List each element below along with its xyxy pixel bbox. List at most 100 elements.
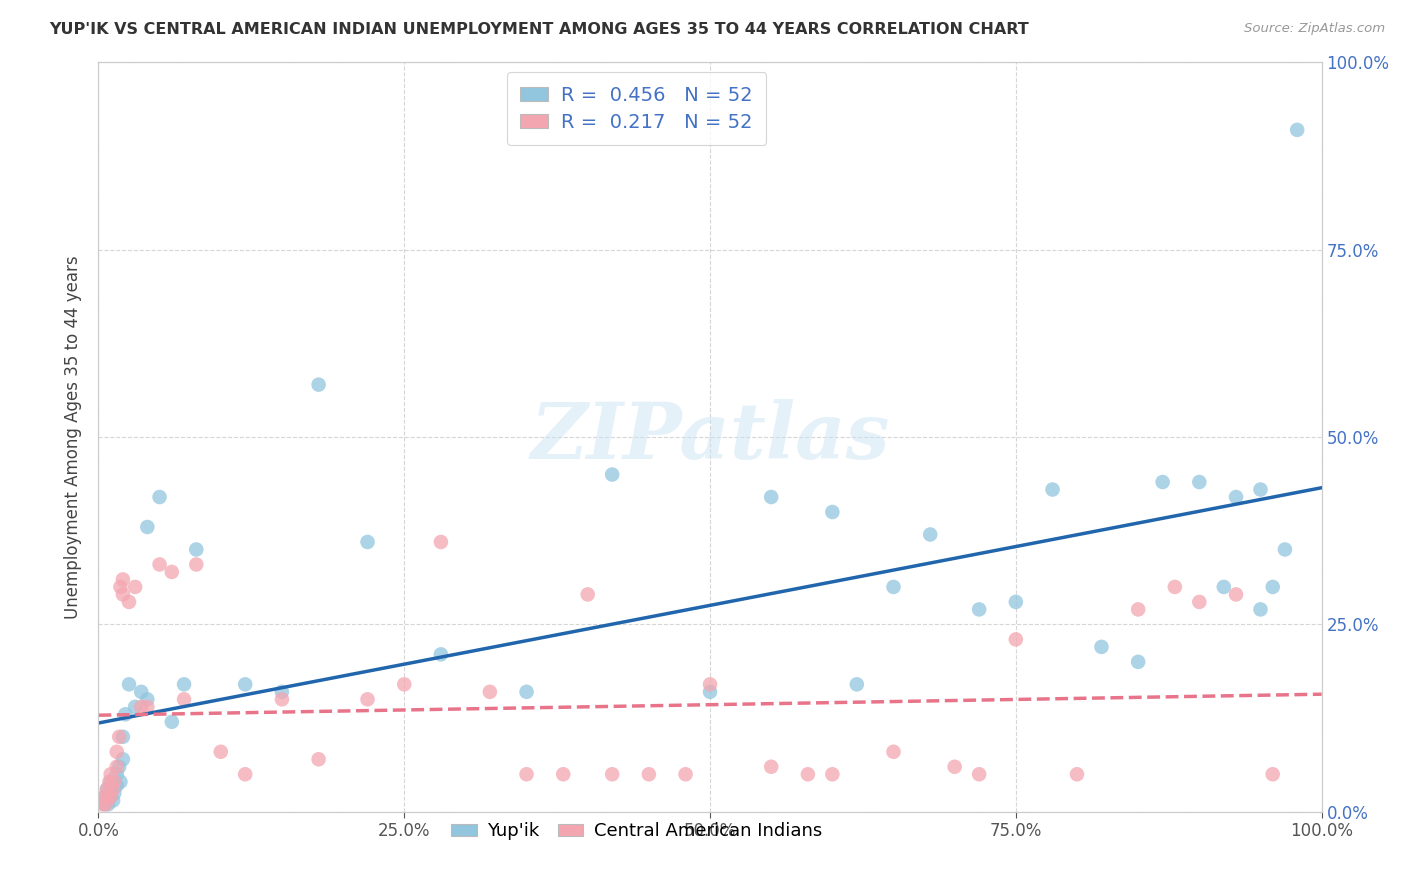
Point — [160, 565, 183, 579]
Point — [637, 767, 661, 781]
Point — [105, 745, 128, 759]
Point — [101, 782, 124, 797]
Point — [1261, 580, 1284, 594]
Legend: Yup'ik, Central American Indians: Yup'ik, Central American Indians — [444, 815, 830, 847]
Point — [149, 490, 172, 504]
Point — [967, 602, 990, 616]
Point — [124, 699, 146, 714]
Point — [308, 752, 330, 766]
Point — [1212, 580, 1234, 594]
Point — [1225, 587, 1247, 601]
Point — [797, 767, 820, 781]
Point — [515, 685, 537, 699]
Point — [1090, 640, 1112, 654]
Point — [1188, 595, 1211, 609]
Point — [97, 789, 120, 804]
Point — [761, 760, 783, 774]
Point — [173, 677, 195, 691]
Point — [108, 730, 131, 744]
Point — [821, 767, 844, 781]
Point — [1128, 655, 1150, 669]
Point — [553, 767, 575, 781]
Point — [136, 699, 159, 714]
Point — [883, 580, 905, 594]
Point — [111, 752, 134, 766]
Point — [97, 797, 120, 812]
Point — [1004, 632, 1026, 647]
Point — [186, 542, 208, 557]
Point — [129, 699, 152, 714]
Point — [96, 782, 118, 797]
Point — [94, 797, 117, 812]
Point — [101, 793, 124, 807]
Point — [967, 767, 990, 781]
Point — [100, 789, 122, 804]
Point — [105, 779, 128, 793]
Point — [1249, 483, 1271, 497]
Point — [129, 685, 152, 699]
Point — [430, 535, 453, 549]
Point — [93, 789, 115, 804]
Point — [108, 760, 131, 774]
Point — [675, 767, 697, 781]
Point — [233, 767, 256, 781]
Text: ZIPatlas: ZIPatlas — [530, 399, 890, 475]
Point — [600, 767, 623, 781]
Point — [103, 774, 125, 789]
Point — [233, 677, 256, 691]
Point — [93, 797, 115, 812]
Point — [136, 692, 159, 706]
Point — [515, 767, 537, 781]
Point — [699, 685, 721, 699]
Y-axis label: Unemployment Among Ages 35 to 44 years: Unemployment Among Ages 35 to 44 years — [65, 255, 83, 619]
Point — [100, 767, 122, 781]
Point — [100, 782, 122, 797]
Point — [1261, 767, 1284, 781]
Point — [111, 573, 134, 587]
Text: Source: ZipAtlas.com: Source: ZipAtlas.com — [1244, 22, 1385, 36]
Point — [1188, 475, 1211, 489]
Point — [308, 377, 330, 392]
Point — [920, 527, 942, 541]
Point — [100, 789, 122, 804]
Point — [1274, 542, 1296, 557]
Point — [356, 692, 378, 706]
Point — [761, 490, 783, 504]
Point — [136, 520, 159, 534]
Point — [111, 587, 134, 601]
Point — [110, 774, 132, 789]
Point — [186, 558, 208, 572]
Point — [93, 789, 115, 804]
Point — [105, 760, 128, 774]
Point — [270, 685, 294, 699]
Point — [1042, 483, 1064, 497]
Point — [118, 677, 141, 691]
Point — [160, 714, 183, 729]
Point — [1286, 123, 1309, 137]
Point — [430, 648, 453, 662]
Point — [576, 587, 599, 601]
Point — [100, 774, 122, 789]
Point — [1225, 490, 1247, 504]
Point — [110, 580, 132, 594]
Point — [114, 707, 136, 722]
Point — [1152, 475, 1174, 489]
Point — [845, 677, 868, 691]
Point — [943, 760, 966, 774]
Point — [105, 767, 128, 781]
Point — [270, 692, 294, 706]
Point — [209, 745, 232, 759]
Point — [149, 558, 172, 572]
Point — [392, 677, 416, 691]
Point — [1128, 602, 1150, 616]
Point — [111, 730, 134, 744]
Point — [98, 774, 121, 789]
Point — [124, 580, 146, 594]
Point — [699, 677, 721, 691]
Point — [103, 786, 125, 800]
Point — [1066, 767, 1088, 781]
Point — [1249, 602, 1271, 616]
Point — [1004, 595, 1026, 609]
Point — [600, 467, 623, 482]
Point — [883, 745, 905, 759]
